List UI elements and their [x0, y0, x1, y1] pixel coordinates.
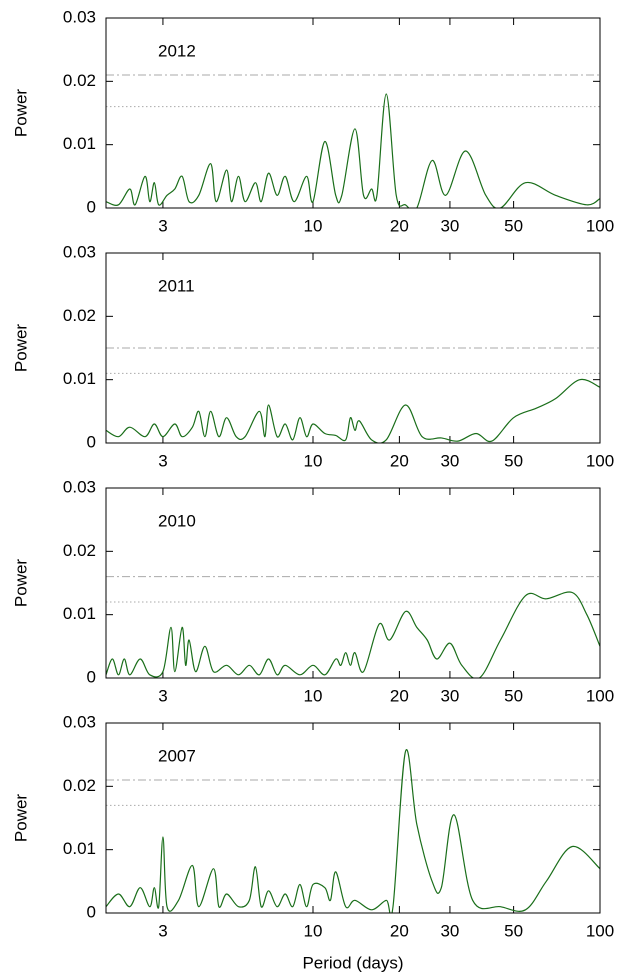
panel: 0 0.01 0.02 0.03 3 10 20 30 50 100 2010 Power: [11, 477, 614, 705]
x-tick-label: 10: [304, 921, 323, 940]
x-tick-label: 10: [304, 451, 323, 470]
y-tick-label: 0.03: [63, 712, 96, 731]
plot-frame: [105, 252, 601, 444]
x-tick-label: 100: [586, 451, 614, 470]
y-axis-label: Power: [11, 89, 30, 138]
power-line: [106, 591, 600, 678]
x-tick-label: 100: [586, 921, 614, 940]
y-axis-label: Power: [11, 794, 30, 843]
y-tick-label: 0.03: [63, 7, 96, 26]
y-tick-label: 0: [87, 667, 96, 686]
y-tick-label: 0.01: [63, 134, 96, 153]
x-tick-label: 20: [390, 921, 409, 940]
x-tick-label: 100: [586, 686, 614, 705]
x-tick-label: 3: [158, 921, 167, 940]
y-axis-label: Power: [11, 559, 30, 608]
x-tick-label: 10: [304, 686, 323, 705]
y-axis-label: Power: [11, 324, 30, 373]
y-tick-label: 0.02: [63, 306, 96, 325]
x-tick-label: 30: [440, 921, 459, 940]
x-tick-label: 20: [390, 686, 409, 705]
x-tick-label: 3: [158, 686, 167, 705]
y-tick-label: 0: [87, 902, 96, 921]
x-tick-label: 50: [504, 216, 523, 235]
panel-annotation: 2007: [158, 746, 196, 765]
panel: 0 0.01 0.02 0.03 3 10 20 30 50 100 2011 Power: [11, 242, 614, 470]
y-tick-label: 0: [87, 432, 96, 451]
y-tick-label: 0.01: [63, 604, 96, 623]
x-axis-label: Period (days): [302, 953, 403, 972]
panel-annotation: 2011: [158, 276, 195, 295]
y-tick-label: 0.03: [63, 242, 96, 261]
x-tick-label: 50: [504, 451, 523, 470]
y-tick-label: 0.01: [63, 369, 96, 388]
x-tick-label: 30: [440, 686, 459, 705]
power-line: [106, 93, 600, 208]
x-tick-label: 50: [504, 921, 523, 940]
x-tick-label: 20: [390, 216, 409, 235]
y-tick-label: 0.01: [63, 839, 96, 858]
panel-annotation: 2012: [158, 41, 196, 60]
plot-frame: [105, 487, 601, 679]
x-tick-label: 3: [158, 216, 167, 235]
x-tick-label: 3: [158, 451, 167, 470]
power-line: [106, 749, 600, 913]
x-tick-label: 30: [440, 451, 459, 470]
plot-frame: [105, 17, 601, 209]
panel-annotation: 2010: [158, 511, 196, 530]
y-tick-label: 0.02: [63, 776, 96, 795]
y-tick-label: 0.02: [63, 71, 96, 90]
x-tick-label: 50: [504, 686, 523, 705]
x-tick-label: 10: [304, 216, 323, 235]
x-tick-label: 100: [586, 216, 614, 235]
power-line: [106, 378, 600, 443]
x-tick-label: 30: [440, 216, 459, 235]
y-tick-label: 0.02: [63, 541, 96, 560]
panel: 0 0.01 0.02 0.03 3 10 20 30 50 100 2012 Power: [11, 7, 614, 235]
panel: 0 0.01 0.02 0.03 3 10 20 30 50 100 2007 Power Period…: [11, 712, 614, 972]
y-tick-label: 0: [87, 197, 96, 216]
plot-frame: [105, 722, 601, 914]
x-tick-label: 20: [390, 451, 409, 470]
y-tick-label: 0.03: [63, 477, 96, 496]
